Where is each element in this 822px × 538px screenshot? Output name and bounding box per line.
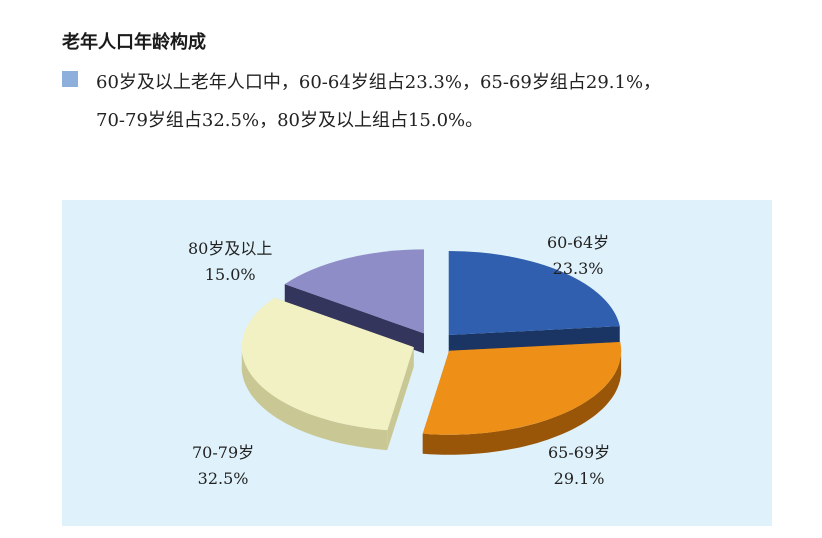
slice-value-80-plus: 15.0% [204, 265, 256, 284]
pie-slice-rim-70-79 [241, 344, 388, 451]
pie-slice-face-70-79-0 [387, 347, 414, 451]
pie-slice-face-80-plus-0 [284, 284, 425, 354]
legend-swatch [62, 71, 78, 87]
slice-label-60-64: 60-64岁 23.3% [547, 230, 609, 282]
slice-value-60-64: 23.3% [552, 259, 604, 278]
slice-name-80-plus: 80岁及以上 [188, 239, 273, 258]
pie-slice-70-79 [241, 297, 414, 451]
slice-label-65-69: 65-69岁 29.1% [548, 440, 610, 492]
slice-value-70-79: 32.5% [197, 469, 249, 488]
pie-slice-top-65-69 [422, 341, 622, 435]
pie-slice-top-80-plus [284, 249, 425, 334]
pie-slice-top-60-64 [448, 251, 620, 336]
slice-name-65-69: 65-69岁 [548, 443, 611, 462]
pie-slice-65-69 [422, 341, 622, 455]
slice-name-60-64: 60-64岁 [547, 233, 610, 252]
slice-label-80-plus: 80岁及以上 15.0% [188, 236, 272, 288]
pie-slice-80-plus [284, 249, 425, 354]
pie-chart [241, 249, 622, 455]
pie-slice-top-70-79 [241, 297, 414, 431]
description-line-2: 70-79岁组占32.5%，80岁及以上组占15.0%。 [96, 110, 484, 131]
chart-heading: 老年人口年龄构成 [62, 32, 206, 53]
chart-panel: 60-64岁 23.3% 65-69岁 29.1% 70-79岁 32.5% 8… [62, 200, 772, 526]
description-line-1: 60岁及以上老年人口中，60-64岁组占23.3%，65-69岁组占29.1%， [96, 72, 662, 93]
pie-slice-rim-65-69 [422, 348, 622, 455]
slice-name-70-79: 70-79岁 [192, 443, 255, 462]
slice-label-70-79: 70-79岁 32.5% [192, 440, 254, 492]
slice-value-65-69: 29.1% [553, 469, 605, 488]
chart-description: 60岁及以上老年人口中，60-64岁组占23.3%，65-69岁组占29.1%，… [96, 64, 786, 140]
